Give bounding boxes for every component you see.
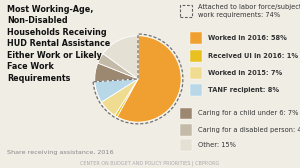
- FancyBboxPatch shape: [190, 50, 202, 62]
- Text: Attached to labor force/subject to
work requirements: 74%: Attached to labor force/subject to work …: [198, 4, 300, 18]
- Text: Worked in 2015: 7%: Worked in 2015: 7%: [208, 70, 282, 76]
- Text: CENTER ON BUDGET AND POLICY PRIORITIES | CBPP.ORG: CENTER ON BUDGET AND POLICY PRIORITIES |…: [80, 161, 220, 166]
- Wedge shape: [101, 79, 138, 115]
- FancyBboxPatch shape: [190, 84, 202, 96]
- Text: Other: 15%: Other: 15%: [198, 142, 236, 148]
- Wedge shape: [98, 54, 138, 79]
- Text: Received UI in 2016: 1%: Received UI in 2016: 1%: [208, 53, 298, 59]
- Wedge shape: [115, 79, 138, 117]
- Text: Caring for a disabled person: 4%: Caring for a disabled person: 4%: [198, 127, 300, 133]
- Wedge shape: [95, 63, 138, 82]
- FancyBboxPatch shape: [180, 108, 192, 119]
- FancyBboxPatch shape: [180, 124, 192, 136]
- FancyBboxPatch shape: [180, 139, 192, 151]
- Text: Worked in 2016: 58%: Worked in 2016: 58%: [208, 35, 286, 41]
- Text: Caring for a child under 6: 7%: Caring for a child under 6: 7%: [198, 110, 298, 116]
- Text: Share receiving assistance, 2016: Share receiving assistance, 2016: [7, 150, 114, 155]
- Wedge shape: [117, 36, 181, 122]
- FancyBboxPatch shape: [190, 32, 202, 44]
- Text: TANF recipient: 8%: TANF recipient: 8%: [208, 87, 279, 93]
- Text: Most Working-Age,
Non-Disabled
Households Receiving
HUD Rental Assistance
Either: Most Working-Age, Non-Disabled Household…: [7, 5, 110, 83]
- Wedge shape: [103, 36, 138, 79]
- FancyBboxPatch shape: [190, 67, 202, 79]
- Wedge shape: [95, 79, 138, 102]
